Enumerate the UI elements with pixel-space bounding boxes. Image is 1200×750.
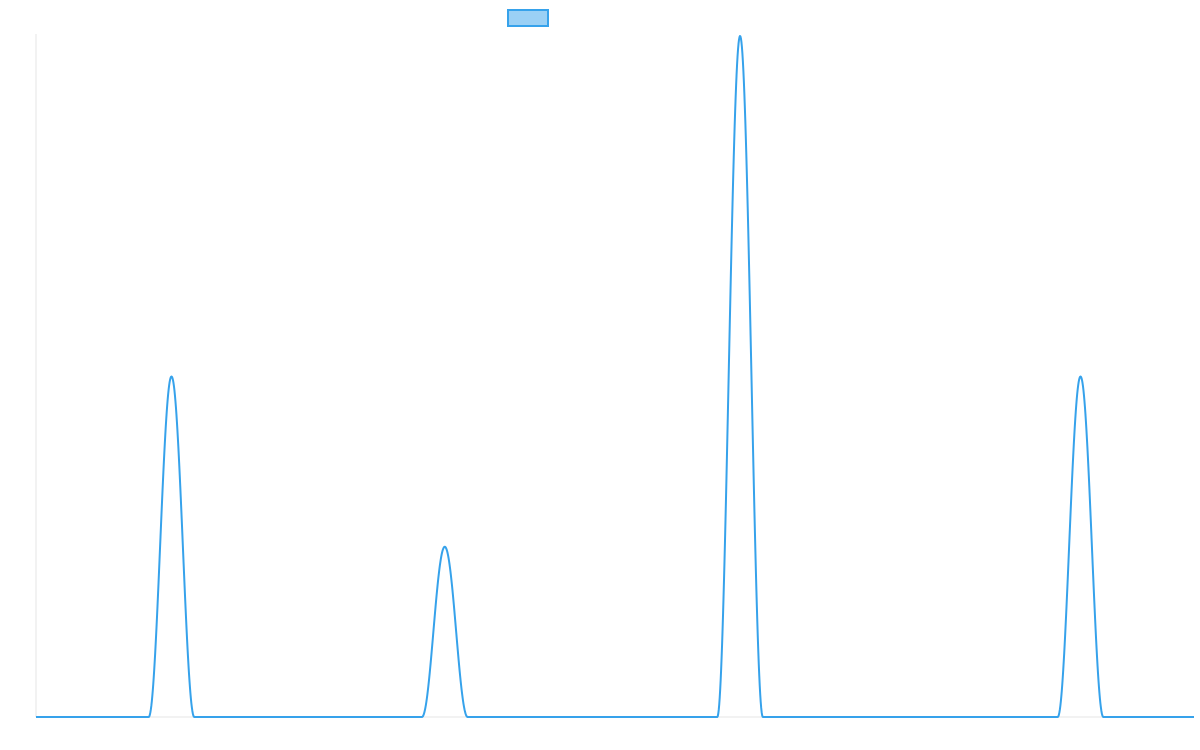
series-line-0 [35, 35, 1195, 718]
axes [35, 34, 1194, 718]
legend-swatch[interactable] [507, 9, 549, 27]
legend[interactable] [507, 9, 549, 27]
series-layer [35, 35, 1195, 718]
